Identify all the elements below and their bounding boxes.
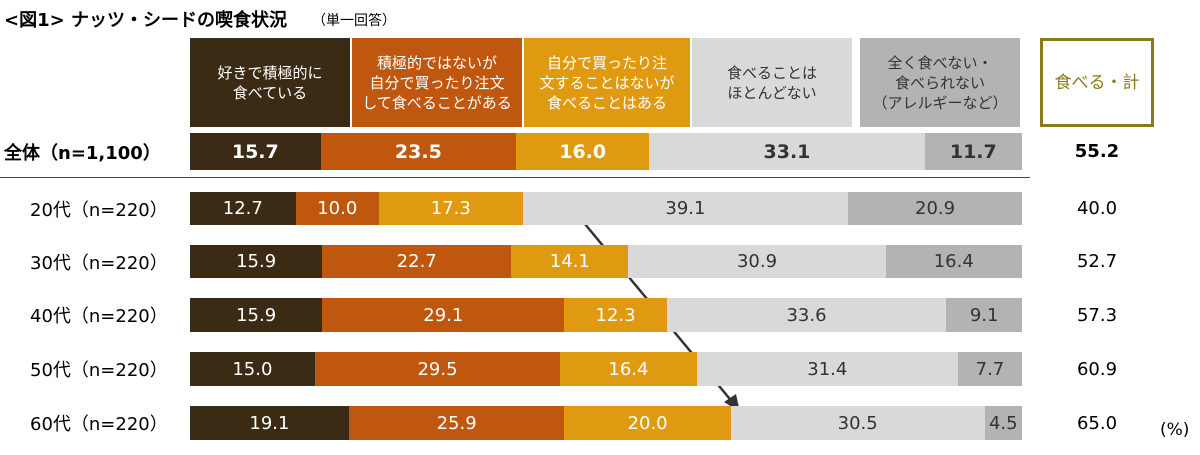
- bar-segment: 31.4: [696, 352, 958, 386]
- bar-segment: 4.5: [984, 406, 1022, 440]
- legend-box: 食べることは ほとんどない: [692, 38, 852, 127]
- bar-segment: 12.7: [190, 192, 296, 225]
- value-label: 12.7: [222, 198, 263, 219]
- bar-segment: 7.7: [957, 352, 1022, 386]
- value-label: 30.9: [736, 251, 778, 272]
- bar-segment: 16.0: [516, 133, 650, 170]
- value-label: 29.5: [417, 358, 458, 380]
- value-label: 16.4: [608, 358, 649, 380]
- value-label: 15.9: [236, 251, 277, 272]
- legend-box: 自分で買ったり注 文することはないが 食べることはある: [524, 38, 690, 127]
- category-label: 40代（n=220）: [30, 306, 168, 327]
- value-label: 31.4: [807, 358, 848, 380]
- total-header: 食べる・計: [1040, 38, 1154, 127]
- separator: [0, 177, 1030, 178]
- total-value: 55.2: [1074, 141, 1120, 162]
- category-label: 50代（n=220）: [30, 360, 168, 381]
- category-label: 30代（n=220）: [30, 252, 168, 274]
- category-label: 20代（n=220）: [30, 199, 168, 221]
- bar-segment: 29.1: [322, 298, 565, 332]
- bar-segment: 14.1: [511, 245, 629, 278]
- bar-segment: 10.0: [295, 192, 379, 225]
- category-label: 60代（n=220）: [30, 414, 168, 435]
- value-label: 4.5: [988, 412, 1018, 434]
- value-label: 7.7: [975, 358, 1005, 380]
- bar-segment: 15.0: [190, 352, 315, 386]
- bar-segment: 30.9: [628, 245, 886, 278]
- bar-segment: 16.4: [885, 245, 1022, 278]
- value-label: 12.3: [595, 304, 636, 326]
- bar-segment: 23.5: [320, 133, 517, 170]
- value-label: 22.7: [396, 251, 437, 272]
- value-label: 16.4: [933, 251, 974, 272]
- bar-segment: 20.0: [564, 406, 731, 440]
- value-label: 15.0: [232, 358, 273, 380]
- value-label: 16.0: [559, 140, 607, 163]
- value-label: 10.0: [317, 198, 358, 219]
- total-value: 40.0: [1076, 198, 1118, 219]
- value-label: 20.9: [915, 198, 956, 219]
- bar-segment: 15.9: [190, 245, 323, 278]
- legend-box: 積極的ではないが 自分で買ったり注文 して食べることがある: [352, 38, 522, 127]
- value-label: 33.1: [763, 140, 811, 163]
- chart-subtitle: （単一回答）: [312, 13, 396, 29]
- value-label: 33.6: [786, 304, 827, 326]
- legend-box: 好きで積極的に 食べている: [190, 38, 350, 127]
- value-label: 39.1: [665, 198, 706, 219]
- legend-box: 全く食べない・ 食べられない （アレルギーなど）: [860, 38, 1020, 127]
- value-label: 17.3: [430, 198, 471, 219]
- bar-segment: 19.1: [190, 406, 349, 440]
- value-label: 29.1: [423, 304, 464, 326]
- bar-segment: 22.7: [322, 245, 512, 278]
- bar-segment: 25.9: [348, 406, 565, 440]
- bar-segment: 11.7: [924, 133, 1022, 170]
- bar-segment: 33.6: [666, 298, 947, 332]
- total-value: 52.7: [1076, 251, 1118, 272]
- value-label: 23.5: [394, 140, 442, 163]
- bar-segment: 15.7: [190, 133, 321, 170]
- value-label: 9.1: [969, 304, 999, 326]
- value-label: 20.0: [627, 412, 668, 434]
- bar-segment: 39.1: [522, 192, 849, 225]
- category-label: 全体（n=1,100）: [4, 142, 161, 164]
- bar-segment: 33.1: [649, 133, 925, 170]
- bar-segment: 12.3: [564, 298, 667, 332]
- bar-segment: 20.9: [848, 192, 1022, 225]
- bar-segment: 30.5: [730, 406, 985, 440]
- bar-segment: 9.1: [946, 298, 1022, 332]
- unit-label: (%): [1160, 420, 1190, 440]
- chart-title: <図1> ナッツ・シードの喫食状況: [4, 10, 287, 31]
- total-value: 60.9: [1076, 358, 1118, 380]
- value-label: 30.5: [837, 412, 878, 434]
- total-value: 57.3: [1076, 304, 1118, 326]
- bar-segment: 17.3: [378, 192, 523, 225]
- bar-segment: 29.5: [314, 352, 561, 386]
- value-label: 15.7: [231, 140, 279, 163]
- value-label: 25.9: [436, 412, 477, 434]
- bar-segment: 15.9: [190, 298, 323, 332]
- total-value: 65.0: [1076, 412, 1118, 434]
- value-label: 19.1: [249, 412, 290, 434]
- value-label: 14.1: [549, 251, 590, 272]
- value-label: 15.9: [236, 304, 277, 326]
- value-label: 11.7: [949, 140, 997, 163]
- bar-segment: 16.4: [560, 352, 697, 386]
